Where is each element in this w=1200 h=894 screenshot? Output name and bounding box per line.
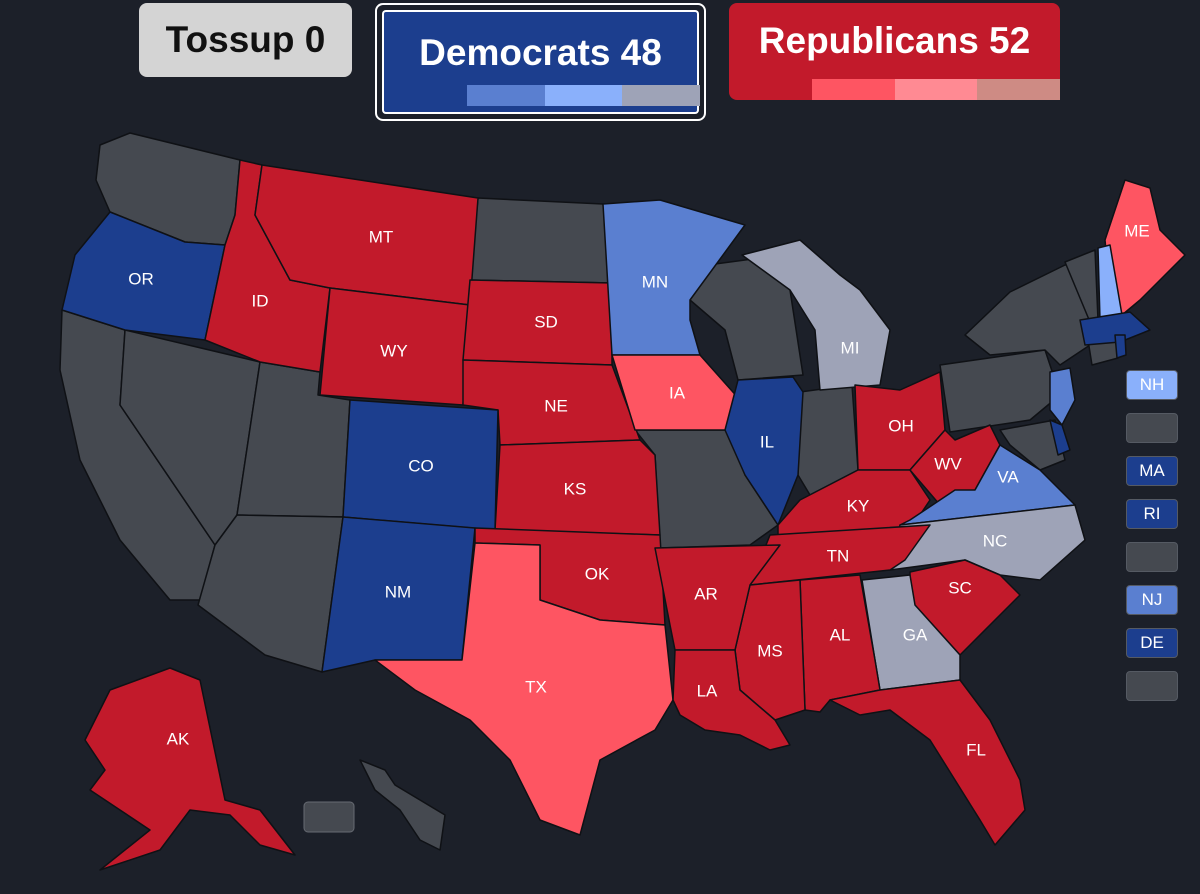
state-MA[interactable] bbox=[1079, 311, 1151, 346]
label-LA: LA bbox=[697, 681, 718, 700]
label-NE: NE bbox=[544, 396, 568, 415]
label-GA: GA bbox=[903, 625, 928, 644]
state-AK[interactable] bbox=[84, 667, 296, 871]
state-AZ[interactable] bbox=[197, 514, 344, 673]
label-SD: SD bbox=[534, 312, 558, 331]
state-NY[interactable] bbox=[964, 264, 1091, 366]
state-NJ[interactable] bbox=[1049, 367, 1076, 426]
dem-segment-tilt-dem bbox=[622, 85, 701, 106]
democrats-panel: Democrats 48 bbox=[382, 10, 701, 114]
label-KY: KY bbox=[847, 496, 870, 515]
state-MD[interactable] bbox=[999, 419, 1066, 471]
state-TX[interactable] bbox=[374, 542, 674, 836]
dc-box[interactable] bbox=[303, 801, 355, 833]
label-IA: IA bbox=[669, 383, 686, 402]
label-MS: MS bbox=[757, 641, 783, 660]
label-ID: ID bbox=[252, 291, 269, 310]
label-WY: WY bbox=[380, 341, 407, 360]
democrats-rating-bar bbox=[467, 85, 701, 106]
state-labels: OR ID MT WY SD NE KS OK TX CO NM MN IA I… bbox=[128, 221, 1150, 759]
dem-segment-likely-dem bbox=[467, 85, 545, 106]
state-FL[interactable] bbox=[829, 679, 1026, 846]
rated-states bbox=[61, 159, 1186, 871]
dem-segment-lean-dem bbox=[544, 85, 623, 106]
label-AK: AK bbox=[167, 729, 190, 748]
label-AL: AL bbox=[830, 625, 851, 644]
legend-uncontested-slot[interactable] bbox=[1126, 542, 1178, 572]
rep-segment-likely-rep bbox=[812, 79, 895, 100]
legend-uncontested-slot[interactable] bbox=[1126, 671, 1178, 701]
label-KS: KS bbox=[564, 479, 587, 498]
legend-state-ma[interactable]: MA bbox=[1126, 456, 1178, 486]
state-ND[interactable] bbox=[469, 197, 613, 284]
legend-state-de[interactable]: DE bbox=[1126, 628, 1178, 658]
label-OH: OH bbox=[888, 416, 914, 435]
label-AR: AR bbox=[694, 584, 718, 603]
label-SC: SC bbox=[948, 578, 972, 597]
label-IL: IL bbox=[760, 432, 774, 451]
label-TX: TX bbox=[525, 677, 547, 696]
label-MI: MI bbox=[841, 338, 860, 357]
label-CO: CO bbox=[408, 456, 434, 475]
label-NC: NC bbox=[983, 531, 1008, 550]
seat-count-header: Tossup 0 Democrats 48 Republicans 52 bbox=[0, 0, 1200, 130]
legend-state-ri[interactable]: RI bbox=[1126, 499, 1178, 529]
state-NC[interactable] bbox=[889, 504, 1086, 581]
state-OR[interactable] bbox=[61, 211, 226, 341]
state-MI[interactable] bbox=[741, 239, 891, 391]
state-LA[interactable] bbox=[672, 649, 791, 751]
state-DE[interactable] bbox=[1049, 419, 1071, 456]
republicans-label: Republicans 52 bbox=[758, 20, 1031, 61]
republicans-count-badge[interactable]: Republicans 52 bbox=[729, 3, 1061, 100]
label-ME: ME bbox=[1124, 221, 1150, 240]
rep-segment-tilt-rep bbox=[977, 79, 1061, 100]
democrats-count-badge[interactable]: Democrats 48 bbox=[375, 3, 706, 121]
democrats-label: Democrats 48 bbox=[419, 32, 662, 73]
uncontested-states bbox=[59, 132, 1119, 851]
label-OK: OK bbox=[585, 564, 610, 583]
state-HI[interactable] bbox=[359, 759, 446, 851]
label-MT: MT bbox=[369, 227, 394, 246]
tossup-count-badge[interactable]: Tossup 0 bbox=[139, 3, 352, 77]
state-IL[interactable] bbox=[724, 376, 804, 526]
legend-state-nh[interactable]: NH bbox=[1126, 370, 1178, 400]
republicans-rating-bar bbox=[812, 79, 1061, 100]
state-PA[interactable] bbox=[939, 349, 1061, 433]
state-RI[interactable] bbox=[1114, 334, 1127, 359]
rep-segment-lean-rep bbox=[894, 79, 978, 100]
label-VA: VA bbox=[997, 467, 1019, 486]
legend-uncontested-slot[interactable] bbox=[1126, 413, 1178, 443]
label-MN: MN bbox=[642, 272, 668, 291]
label-FL: FL bbox=[966, 740, 986, 759]
legend-state-nj[interactable]: NJ bbox=[1126, 585, 1178, 615]
label-NM: NM bbox=[385, 582, 411, 601]
label-WV: WV bbox=[934, 454, 962, 473]
small-states-legend: NH MA RI NJ DE bbox=[1126, 370, 1178, 714]
label-TN: TN bbox=[827, 546, 850, 565]
label-OR: OR bbox=[128, 269, 154, 288]
